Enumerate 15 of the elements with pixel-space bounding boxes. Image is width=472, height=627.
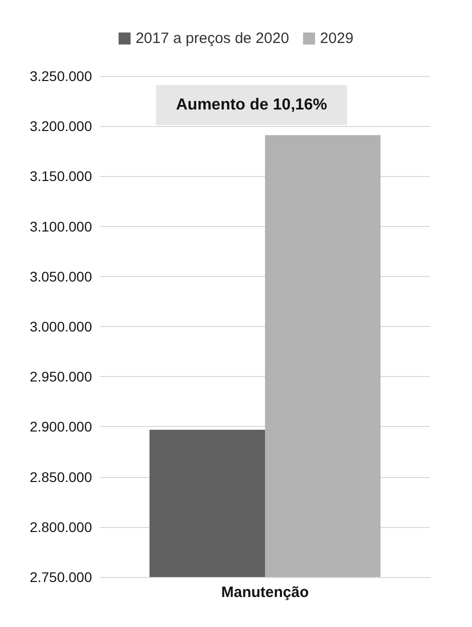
y-tick-label: 3.000.000 bbox=[30, 318, 92, 334]
y-tick-label: 3.050.000 bbox=[30, 268, 92, 284]
y-tick-label: 2.750.000 bbox=[30, 569, 92, 585]
legend-label: 2029 bbox=[320, 30, 354, 47]
y-tick-label: 3.250.000 bbox=[30, 68, 92, 84]
annotation: Aumento de 10,16% bbox=[176, 96, 328, 114]
legend-label: 2017 a preços de 2020 bbox=[136, 30, 290, 47]
y-tick-label: 3.200.000 bbox=[30, 118, 92, 134]
y-tick-label: 3.100.000 bbox=[30, 218, 92, 234]
y-tick-label: 2.800.000 bbox=[30, 518, 92, 535]
y-tick-label: 2.900.000 bbox=[30, 418, 92, 435]
y-tick-label: 3.150.000 bbox=[30, 168, 92, 184]
y-tick-label: 2.950.000 bbox=[30, 368, 92, 385]
x-tick-label: Manutenção bbox=[221, 584, 309, 601]
y-tick-label: 2.850.000 bbox=[30, 468, 92, 485]
